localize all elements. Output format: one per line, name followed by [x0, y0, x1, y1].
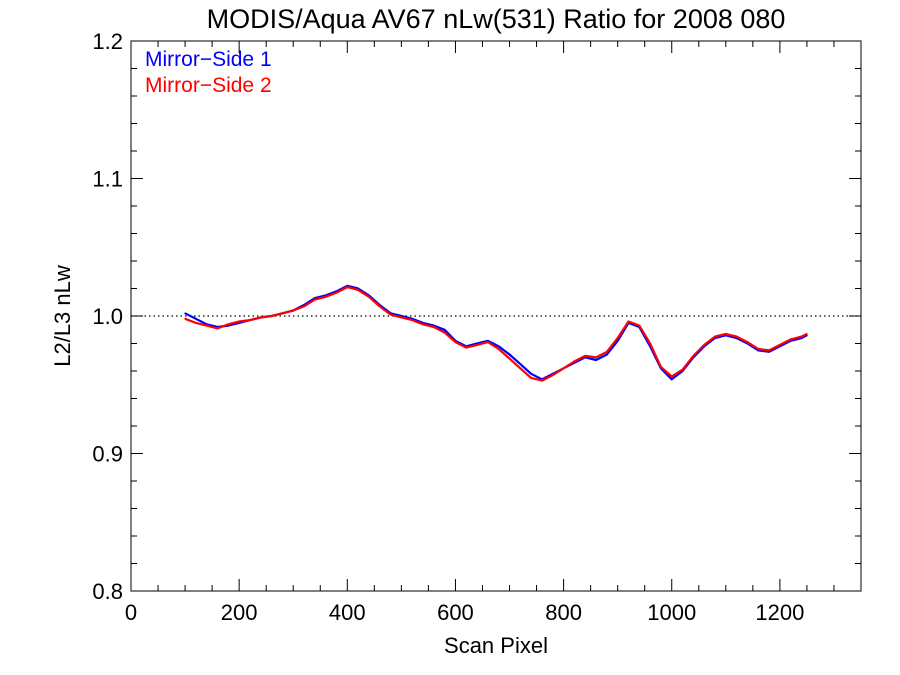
x-tick-label: 200 — [221, 600, 258, 625]
plot-area: 0 200 400 600 800 1000 1200 0.8 0.9 1.0 1.1 1.2 — [92, 29, 862, 625]
x-tick-label: 400 — [329, 600, 366, 625]
series-1-point — [606, 353, 608, 356]
series-2-point — [292, 309, 295, 312]
series-2-point — [454, 341, 457, 343]
series-1-point — [670, 378, 673, 381]
series-2-point — [789, 338, 792, 341]
series-2-point — [476, 344, 478, 346]
series-2-point — [595, 356, 597, 359]
y-axis-label: L2/L3 nLw — [50, 265, 75, 367]
series-2-point — [205, 324, 208, 327]
series-2-point — [714, 335, 716, 338]
series-2-point — [195, 322, 197, 324]
series-2-point — [357, 289, 359, 291]
series-2-point — [249, 319, 251, 321]
series-2-point — [541, 379, 543, 382]
x-axis-label: Scan Pixel — [444, 633, 548, 658]
series-1-point — [195, 317, 197, 320]
series-2-point — [519, 367, 522, 370]
series-2-point — [400, 316, 403, 319]
series-2-point — [497, 348, 500, 350]
series-2-point — [806, 333, 808, 335]
series-2-point — [584, 355, 587, 357]
legend-entry: Mirror−Side 2 — [145, 74, 272, 97]
y-tick-label: 1.1 — [92, 167, 123, 192]
series-2-point — [324, 295, 327, 298]
x-tick-label: 600 — [437, 600, 474, 625]
series-1-point — [530, 372, 532, 375]
series-2-point — [378, 305, 381, 308]
legend-entry: Mirror−Side 1 — [145, 48, 272, 71]
series-2-point — [573, 360, 576, 363]
series-2-point — [530, 377, 532, 379]
series-2-point — [335, 291, 338, 294]
y-tick-label: 0.9 — [92, 442, 123, 467]
series-1-point — [595, 359, 597, 361]
y-tick-label: 1.0 — [92, 304, 123, 329]
series-2-point — [627, 320, 630, 323]
series-2-point — [259, 316, 262, 319]
series-1-point — [497, 345, 500, 348]
series-2-point — [606, 350, 608, 353]
series-2-point — [270, 315, 273, 317]
series-2-point — [768, 349, 770, 352]
x-tick-label: 1000 — [647, 600, 696, 625]
series-2-point — [433, 326, 435, 328]
series-2-point — [779, 344, 781, 346]
series-line-2 — [184, 286, 808, 382]
series-2-point — [681, 368, 684, 371]
series-2-point — [227, 323, 230, 326]
series-2-point — [692, 355, 695, 357]
series-2-point — [465, 346, 468, 349]
series-2-point — [411, 319, 413, 321]
x-tick-label: 0 — [125, 600, 137, 625]
series-2-point — [638, 324, 641, 327]
series-2-point — [616, 337, 619, 339]
series-2-point — [389, 313, 392, 316]
series-1-point — [616, 339, 619, 342]
series-2-point — [314, 298, 316, 301]
series-line-1 — [184, 284, 808, 381]
series-2-point — [551, 374, 554, 376]
series-2-point — [746, 341, 749, 343]
series-1-point — [508, 353, 511, 356]
y-tick-label: 1.2 — [92, 29, 123, 54]
x-tick-label: 800 — [545, 600, 582, 625]
series-2-point — [216, 327, 219, 330]
series-1-point — [443, 328, 446, 331]
series-2-point — [660, 366, 662, 368]
series-2-point — [757, 348, 760, 350]
y-tick-label: 0.8 — [92, 579, 123, 604]
series-2-point — [184, 317, 186, 320]
series-2-point — [735, 335, 738, 338]
series-2-point — [346, 286, 349, 288]
series-2-point — [562, 367, 565, 370]
series-2-point — [281, 312, 284, 315]
series-2-point — [238, 320, 240, 323]
series-1-point — [519, 363, 522, 365]
chart-title: MODIS/Aqua AV67 nLw(531) Ratio for 2008 … — [207, 4, 786, 34]
series-2-point — [487, 341, 489, 343]
series-2-point — [368, 295, 370, 298]
x-tick-label: 1200 — [755, 600, 804, 625]
series-2-point — [725, 333, 727, 335]
series-2-point — [508, 357, 511, 360]
series-2-point — [443, 331, 446, 334]
series-2-point — [649, 342, 651, 345]
series-2-point — [703, 344, 705, 346]
series-1-point — [184, 312, 186, 315]
series-2-point — [670, 375, 673, 378]
series-2-point — [422, 323, 424, 326]
legend: Mirror−Side 1 Mirror−Side 2 — [145, 48, 272, 97]
series-2-point — [303, 305, 305, 308]
series-2-point — [800, 335, 803, 338]
